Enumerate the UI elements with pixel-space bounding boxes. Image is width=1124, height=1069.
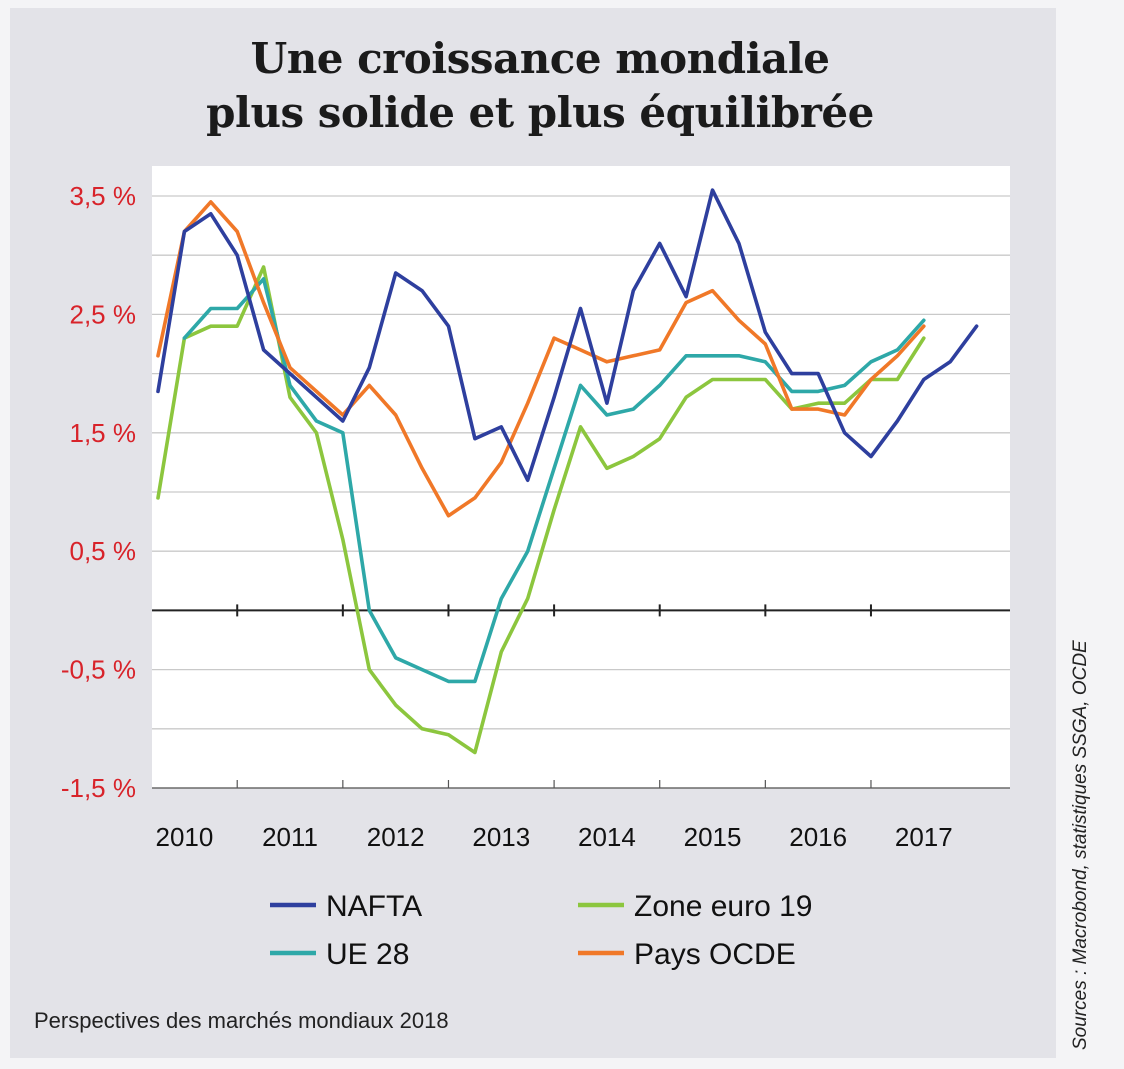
series-line-nafta: [156, 188, 979, 483]
series-line-ue-28: [182, 277, 926, 684]
y-tick-label: 2,5 %: [70, 299, 137, 329]
x-tick-label: 2017: [895, 822, 953, 852]
x-tick-label: 2015: [684, 822, 742, 852]
chart-title-line-1: Une croissance mondiale: [250, 34, 830, 83]
y-tick-label: -0,5 %: [61, 655, 136, 685]
x-tick-label: 2013: [472, 822, 530, 852]
x-tick-label: 2016: [789, 822, 847, 852]
y-tick-label: 0,5 %: [70, 536, 137, 566]
chart-sources: Sources : Macrobond, statistiques SSGA, …: [1070, 640, 1091, 1050]
legend-label-zone-euro-19: Zone euro 19: [634, 890, 812, 923]
chart-caption: Perspectives des marchés mondiaux 2018: [34, 1008, 449, 1033]
x-tick-label: 2010: [155, 822, 213, 852]
y-tick-label: 3,5 %: [70, 181, 137, 211]
legend-label-pays-ocde: Pays OCDE: [634, 938, 796, 971]
x-tick-label: 2011: [262, 822, 318, 852]
legend-label-ue-28: UE 28: [326, 938, 409, 971]
x-tick-label: 2014: [578, 822, 636, 852]
chart-title-line-2: plus solide et plus équilibrée: [206, 88, 874, 137]
y-tick-label: 1,5 %: [70, 418, 137, 448]
x-tick-label: 2012: [367, 822, 425, 852]
plot-area: [152, 166, 1010, 788]
series-line-pays-ocde: [156, 200, 926, 518]
legend-label-nafta: NAFTA: [326, 890, 422, 923]
y-tick-label: -1,5 %: [61, 773, 136, 803]
